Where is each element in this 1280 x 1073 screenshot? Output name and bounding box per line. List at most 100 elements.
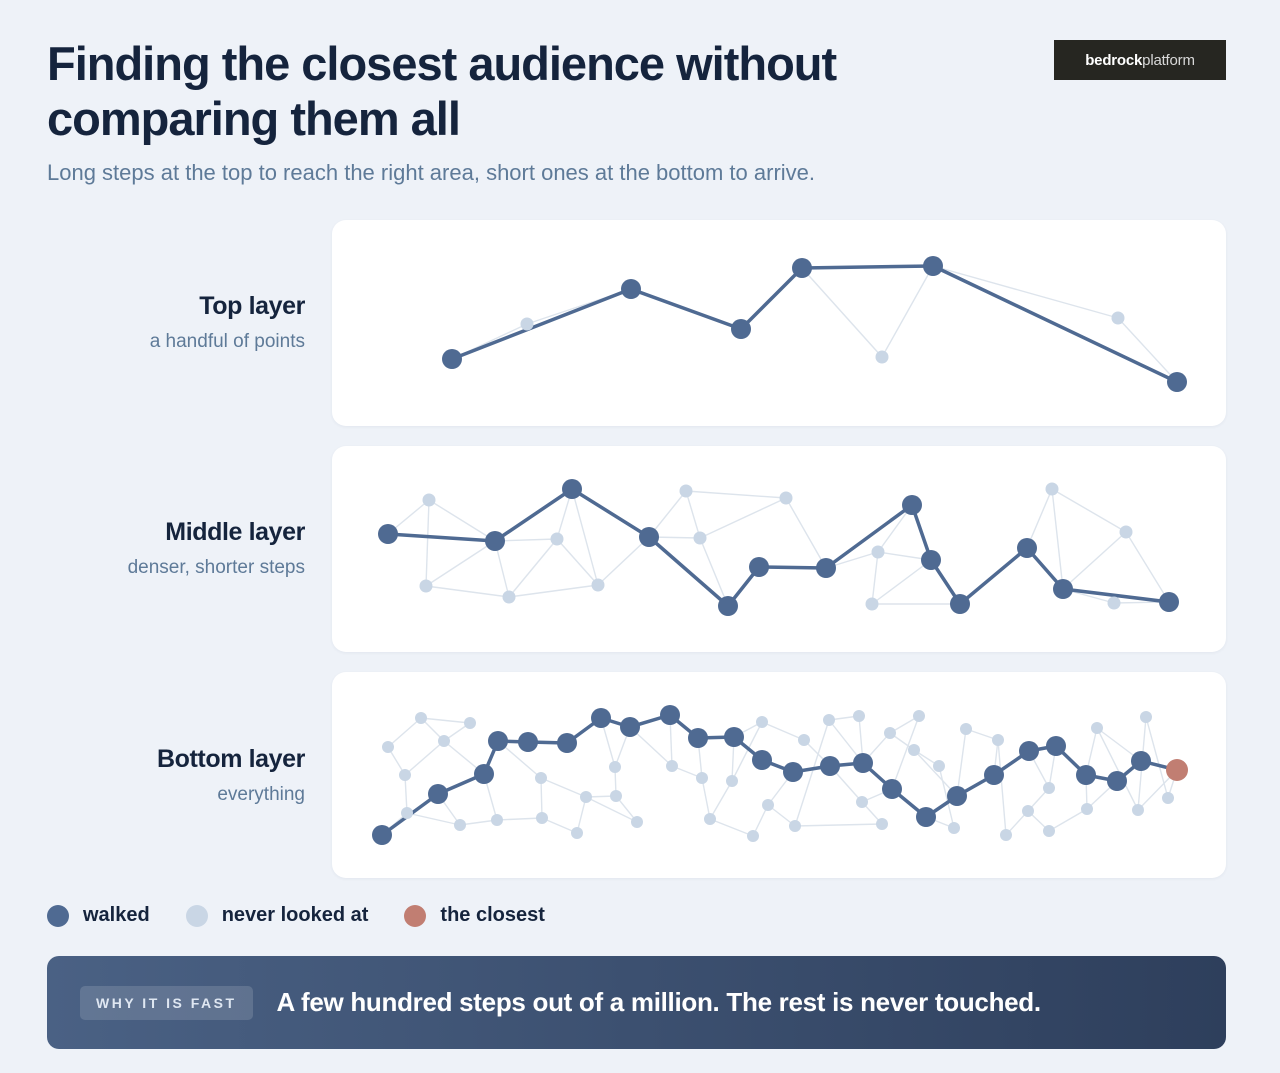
walked-node xyxy=(984,765,1004,785)
unvisited-node xyxy=(876,818,888,830)
walked-node xyxy=(724,727,744,747)
walked-node xyxy=(882,779,902,799)
unvisited-node xyxy=(1132,804,1144,816)
page-title: Finding the closest audience without com… xyxy=(47,37,837,145)
unvisited-node xyxy=(762,799,774,811)
graph-edge xyxy=(597,536,650,586)
walked-node xyxy=(752,750,772,770)
unvisited-node xyxy=(535,772,547,784)
graph-edge xyxy=(1051,488,1127,533)
graph-edge xyxy=(459,819,498,826)
unvisited-node xyxy=(520,317,534,331)
graph-edge xyxy=(891,715,920,790)
top-layer-panel xyxy=(332,220,1226,426)
walked-node xyxy=(591,708,611,728)
unvisited-node xyxy=(631,816,643,828)
unvisited-node xyxy=(679,484,693,498)
unvisited-node xyxy=(666,760,678,772)
unvisited-node xyxy=(933,760,945,772)
walked-node xyxy=(916,807,936,827)
graph-edge xyxy=(1117,317,1178,383)
unvisited-node xyxy=(693,531,707,545)
walked-node xyxy=(620,717,640,737)
layer-name: Bottom layer xyxy=(156,745,305,773)
graph-edge xyxy=(425,540,496,587)
unvisited-node xyxy=(610,790,622,802)
walked-node xyxy=(474,764,494,784)
unvisited-node xyxy=(704,813,716,825)
unvisited-node xyxy=(550,532,564,546)
graph-edge xyxy=(709,780,733,820)
walked-node xyxy=(442,349,462,369)
unvisited-node xyxy=(823,714,835,726)
legend-never-label: never looked at xyxy=(221,904,369,926)
unvisited-node xyxy=(1111,311,1125,325)
graph-edge xyxy=(685,490,701,539)
graph-edge xyxy=(585,796,638,823)
unvisited-node xyxy=(789,820,801,832)
graph-edge xyxy=(541,817,578,834)
unvisited-node xyxy=(871,545,885,559)
unvisited-node xyxy=(571,827,583,839)
graph-edge xyxy=(731,721,763,782)
walked-node xyxy=(1107,771,1127,791)
unvisited-node xyxy=(856,796,868,808)
middle-layer-panel xyxy=(332,446,1226,652)
graph-edge xyxy=(404,774,408,814)
unvisited-node xyxy=(948,822,960,834)
unvisited-node xyxy=(1107,596,1121,610)
walked-node xyxy=(1159,592,1179,612)
closest-dot-icon xyxy=(404,904,427,927)
unvisited-node xyxy=(502,590,516,604)
unvisited-node xyxy=(536,812,548,824)
walked-node xyxy=(485,531,505,551)
graph-edge xyxy=(871,551,879,605)
graph-edge xyxy=(938,765,955,829)
walked-node xyxy=(718,596,738,616)
unvisited-node xyxy=(875,350,889,364)
legend-walked: walked xyxy=(47,904,150,927)
graph-edge xyxy=(556,538,599,586)
middle-layer-graph xyxy=(378,479,1179,616)
walked-node xyxy=(557,733,577,753)
bottom-layer-panel xyxy=(332,672,1226,878)
unvisited-node xyxy=(992,734,1004,746)
graph-edge xyxy=(699,497,787,539)
walked-node xyxy=(923,256,943,276)
legend: walked never looked at the closest xyxy=(47,904,581,927)
why-fast-text: A few hundred steps out of a million. Th… xyxy=(276,987,1042,1017)
graph-edge xyxy=(1062,531,1127,590)
unvisited-node xyxy=(1140,711,1152,723)
top-layer-graph xyxy=(442,256,1187,392)
walked-node xyxy=(950,594,970,614)
graph-edge xyxy=(387,717,422,748)
graph-edge xyxy=(785,497,827,569)
graph-edge xyxy=(1026,488,1053,549)
graph-edge xyxy=(1048,808,1088,832)
legend-walked-label: walked xyxy=(83,904,150,926)
walked-node xyxy=(1053,579,1073,599)
graph-edge xyxy=(425,499,430,587)
graph-edge xyxy=(571,488,599,586)
unvisited-node xyxy=(1162,792,1174,804)
walked-dot-icon xyxy=(47,904,69,927)
logo-light-text: platform xyxy=(1142,51,1195,69)
walked-node xyxy=(902,495,922,515)
layer-description: everything xyxy=(217,784,305,805)
unvisited-node xyxy=(1043,825,1055,837)
unvisited-node xyxy=(756,716,768,728)
layer-name: Top layer xyxy=(199,292,305,320)
unvisited-node xyxy=(1091,722,1103,734)
graph-edge xyxy=(881,265,934,358)
unvisited-node xyxy=(1022,805,1034,817)
bottom-layer-graph xyxy=(372,705,1188,845)
legend-never: never looked at xyxy=(185,904,369,927)
walked-node xyxy=(1019,741,1039,761)
unvisited-node xyxy=(960,723,972,735)
walked-node xyxy=(1017,538,1037,558)
walked-node xyxy=(947,786,967,806)
walked-node xyxy=(428,784,448,804)
walked-path xyxy=(450,264,1179,384)
bottom-layer-label: Bottom layer everything xyxy=(5,745,305,806)
graph-edge xyxy=(404,740,445,776)
